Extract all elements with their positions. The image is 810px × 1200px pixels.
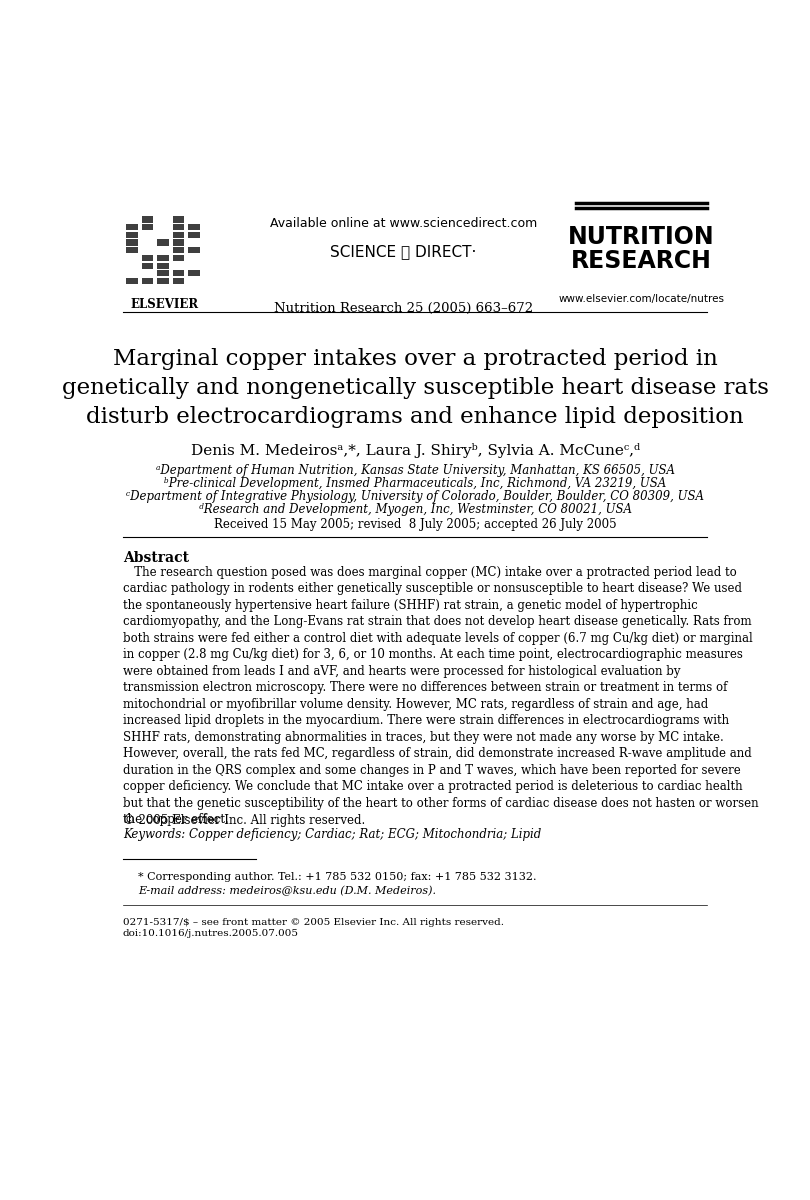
Bar [126,247,138,253]
Text: www.elsevier.com/locate/nutres: www.elsevier.com/locate/nutres [558,294,724,304]
Bar [188,232,200,238]
Text: Abstract: Abstract [123,551,189,564]
Text: © 2005 Elsevier Inc. All rights reserved.: © 2005 Elsevier Inc. All rights reserved… [123,814,365,827]
Bar [173,224,184,230]
Text: ᶜDepartment of Integrative Physiology, University of Colorado, Boulder, Boulder,: ᶜDepartment of Integrative Physiology, U… [126,490,704,503]
Text: ELSEVIER: ELSEVIER [130,298,199,311]
Bar [188,224,200,230]
Text: Received 15 May 2005; revised  8 July 2005; accepted 26 July 2005: Received 15 May 2005; revised 8 July 200… [214,518,616,532]
Text: RESEARCH: RESEARCH [571,250,712,274]
Text: Marginal copper intakes over a protracted period in
genetically and nongenetical: Marginal copper intakes over a protracte… [62,348,769,427]
Text: * Corresponding author. Tel.: +1 785 532 0150; fax: +1 785 532 3132.: * Corresponding author. Tel.: +1 785 532… [139,872,537,882]
Bar [188,270,200,276]
Bar [173,247,184,253]
Bar [142,216,153,222]
Bar [142,278,153,284]
Text: ᵇPre-clinical Development, Insmed Pharmaceuticals, Inc, Richmond, VA 23219, USA: ᵇPre-clinical Development, Insmed Pharma… [164,476,667,490]
Bar [173,278,184,284]
Text: The research question posed was does marginal copper (MC) intake over a protract: The research question posed was does mar… [123,566,759,827]
Bar [188,247,200,253]
Text: Keywords: Copper deficiency; Cardiac; Rat; ECG; Mitochondria; Lipid: Keywords: Copper deficiency; Cardiac; Ra… [123,828,541,841]
Bar [126,232,138,238]
Bar [157,278,168,284]
Bar [173,232,184,238]
Text: ᵃDepartment of Human Nutrition, Kansas State University, Manhattan, KS 66505, US: ᵃDepartment of Human Nutrition, Kansas S… [156,463,675,476]
Text: SCIENCE ⓓ DIRECT·: SCIENCE ⓓ DIRECT· [330,244,477,259]
Bar [142,224,153,230]
Text: E-mail address: medeiros@ksu.edu (D.M. Medeiros).: E-mail address: medeiros@ksu.edu (D.M. M… [139,886,437,896]
Bar [173,254,184,262]
Text: Available online at www.sciencedirect.com: Available online at www.sciencedirect.co… [270,217,537,230]
Bar [126,278,138,284]
Text: doi:10.1016/j.nutres.2005.07.005: doi:10.1016/j.nutres.2005.07.005 [123,929,299,938]
Bar [157,240,168,246]
Text: ᵈResearch and Development, Myogen, Inc, Westminster, CO 80021, USA: ᵈResearch and Development, Myogen, Inc, … [198,503,632,516]
Bar [157,263,168,269]
Bar [142,263,153,269]
Bar [173,216,184,222]
Bar [157,254,168,262]
Text: NUTRITION: NUTRITION [568,224,714,248]
Bar [173,240,184,246]
Text: Denis M. Medeirosᵃ,*, Laura J. Shiryᵇ, Sylvia A. McCuneᶜ,ᵈ: Denis M. Medeirosᵃ,*, Laura J. Shiryᵇ, S… [190,443,640,457]
Bar [126,240,138,246]
Bar [142,254,153,262]
Bar [157,270,168,276]
Text: Nutrition Research 25 (2005) 663–672: Nutrition Research 25 (2005) 663–672 [274,302,533,314]
Bar [173,270,184,276]
Bar [126,224,138,230]
Text: 0271-5317/$ – see front matter © 2005 Elsevier Inc. All rights reserved.: 0271-5317/$ – see front matter © 2005 El… [123,918,504,926]
Bar [123,205,207,289]
